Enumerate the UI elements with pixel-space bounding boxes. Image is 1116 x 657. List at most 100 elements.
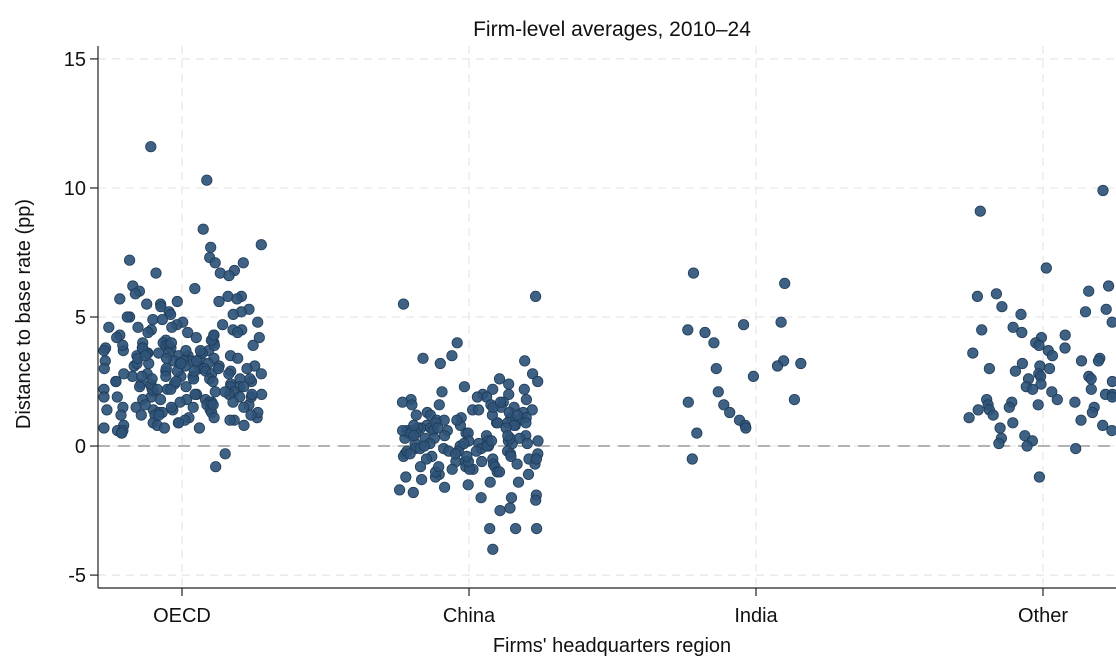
data-point [471, 391, 483, 403]
data-point [451, 337, 463, 349]
data-point [182, 326, 194, 339]
data-point [232, 352, 244, 364]
data-point [522, 468, 535, 480]
data-point [187, 401, 199, 413]
data-point [519, 355, 531, 367]
data-point [246, 388, 258, 400]
data-point [967, 347, 979, 359]
data-point [458, 381, 470, 393]
data-point [451, 414, 463, 426]
data-point [530, 522, 543, 535]
data-point [115, 409, 127, 421]
x-tick-label: India [734, 605, 778, 627]
chart-title: Firm-level averages, 2010–24 [473, 18, 751, 41]
data-point [194, 344, 206, 357]
data-point [971, 290, 984, 302]
data-point [1075, 414, 1087, 426]
data-point [404, 448, 416, 460]
data-point [1043, 362, 1056, 375]
data-point [1007, 417, 1019, 429]
data-point [209, 257, 221, 269]
data-point [155, 301, 167, 313]
data-point [139, 350, 152, 362]
data-point [193, 422, 205, 434]
data-point [740, 422, 752, 434]
data-point [433, 461, 445, 473]
data-point [208, 412, 220, 424]
data-point [461, 450, 473, 462]
data-point [213, 295, 225, 308]
data-point [219, 386, 231, 398]
data-point [485, 435, 498, 447]
data-point [165, 383, 177, 395]
data-point [1009, 365, 1022, 377]
axes: -5 0 5 10 15 OECD China India Other [64, 46, 1116, 627]
data-point [255, 368, 267, 380]
data-point [438, 481, 451, 493]
data-point [484, 476, 496, 488]
data-point [779, 277, 791, 289]
data-point [1027, 383, 1039, 395]
data-point [502, 430, 514, 442]
data-point [252, 316, 264, 328]
data-point [475, 492, 487, 504]
data-point [129, 288, 141, 300]
data-point [180, 344, 192, 357]
data-point [1046, 350, 1059, 362]
data-point [190, 331, 202, 344]
data-point [682, 396, 694, 408]
data-point [98, 344, 110, 357]
data-point [165, 337, 177, 349]
x-tick-label: OECD [153, 605, 211, 627]
data-point [987, 409, 999, 421]
data-point [154, 393, 167, 406]
data-point [110, 375, 122, 388]
data-point [775, 316, 787, 328]
data-point [491, 417, 504, 429]
data-point [397, 298, 410, 310]
data-point [219, 448, 231, 460]
data-point [141, 298, 153, 310]
data-point [180, 381, 192, 393]
data-point [1069, 396, 1081, 408]
data-point [156, 313, 168, 326]
data-point [976, 324, 988, 336]
data-point [207, 375, 219, 388]
data-point [1097, 184, 1109, 197]
data-point [111, 331, 123, 344]
data-point [504, 502, 516, 514]
data-point [712, 386, 724, 398]
data-point [1033, 339, 1045, 351]
data-point [1100, 303, 1112, 315]
data-point [432, 422, 444, 434]
data-point [153, 409, 165, 421]
data-point [238, 381, 250, 393]
data-point [446, 350, 458, 362]
data-point [436, 386, 448, 398]
data-point [210, 461, 222, 473]
data-point [503, 378, 515, 390]
data-point [174, 396, 186, 408]
data-point [1059, 342, 1071, 354]
data-point [189, 282, 201, 295]
data-point [238, 401, 250, 413]
data-point [682, 324, 694, 336]
data-point [160, 370, 172, 382]
data-point [1103, 280, 1115, 292]
data-point [414, 461, 427, 473]
data-point [170, 375, 182, 388]
data-point [134, 381, 146, 393]
data-point [788, 393, 801, 406]
data-point [503, 388, 515, 400]
data-point [135, 409, 147, 421]
data-point [142, 326, 154, 339]
data-point [493, 466, 506, 478]
data-point [505, 492, 518, 504]
data-point [996, 301, 1008, 313]
data-point [795, 357, 807, 370]
data-point [1046, 386, 1058, 398]
data-point [963, 412, 975, 424]
data-point [124, 254, 136, 266]
data-point [223, 368, 235, 380]
data-point [231, 326, 244, 339]
